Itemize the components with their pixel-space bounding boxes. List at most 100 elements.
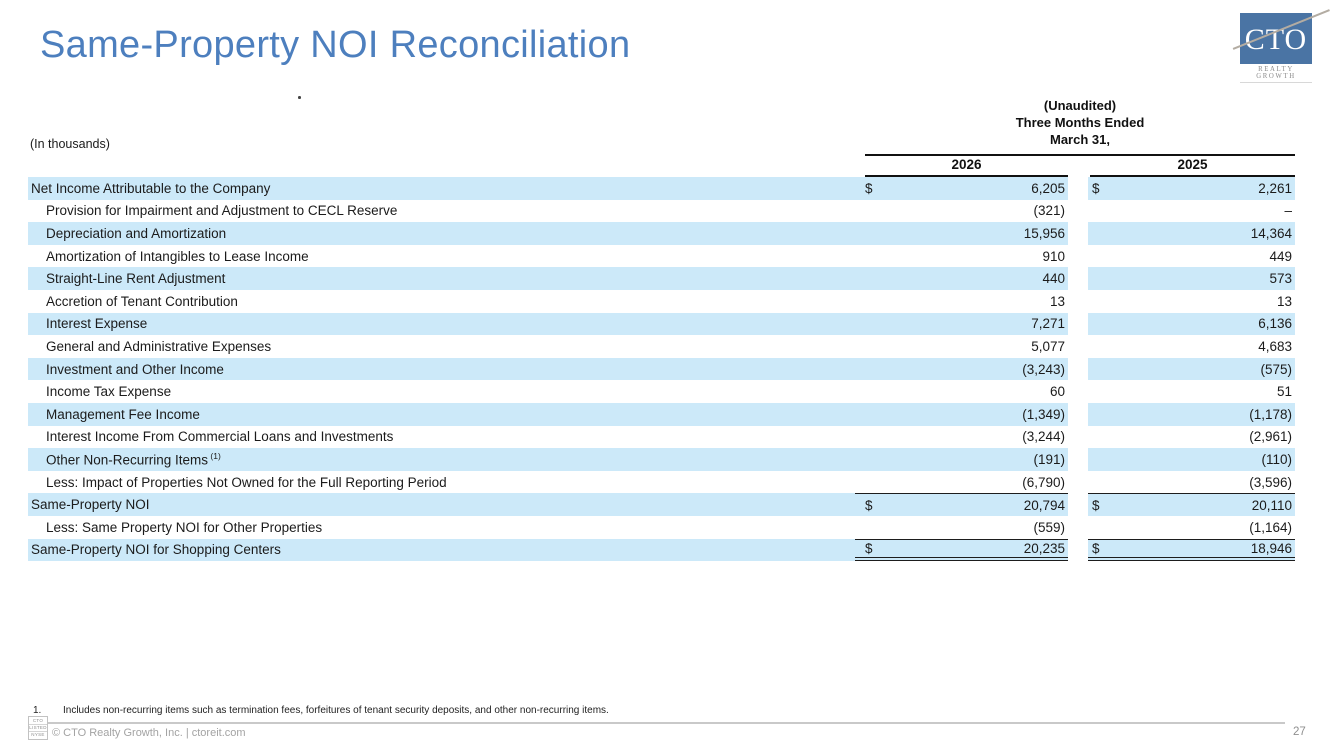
row-label: Amortization of Intangibles to Lease Inc… xyxy=(46,248,309,264)
amount-2026: 7,271 xyxy=(1031,316,1065,332)
value-2026: $20,235 xyxy=(855,538,1068,562)
value-2026: $20,794 xyxy=(855,493,1068,516)
amount-2026: 60 xyxy=(1049,384,1065,400)
row-label: Investment and Other Income xyxy=(46,361,224,377)
column-gap xyxy=(1068,426,1088,449)
value-2026: (191) xyxy=(855,448,1068,471)
value-2025: – xyxy=(1088,200,1295,223)
column-gap xyxy=(1068,222,1088,245)
reconciliation-table: Net Income Attributable to the Company $6… xyxy=(28,177,1295,562)
column-gap xyxy=(1068,335,1088,358)
amount-2025: (110) xyxy=(1261,451,1292,467)
amount-2025: 14,364 xyxy=(1250,225,1292,241)
amount-2025: – xyxy=(1284,203,1292,219)
nyse-mark-listed: LISTED xyxy=(29,724,47,730)
column-gap xyxy=(1068,290,1088,313)
row-label: Interest Income From Commercial Loans an… xyxy=(46,429,394,445)
page-number: 27 xyxy=(1293,726,1306,738)
table-row: Less: Impact of Properties Not Owned for… xyxy=(28,471,1295,494)
amount-2025: 6,136 xyxy=(1258,316,1292,332)
amount-2026: 440 xyxy=(1042,271,1065,287)
row-label: Depreciation and Amortization xyxy=(46,225,227,241)
column-2026-rule xyxy=(865,175,1068,177)
column-gap xyxy=(1068,313,1088,336)
row-label: Management Fee Income xyxy=(46,406,200,422)
row-label: Less: Same Property NOI for Other Proper… xyxy=(46,519,323,535)
value-2026: (6,790) xyxy=(855,471,1068,494)
value-2025: 4,683 xyxy=(1088,335,1295,358)
value-2026: 910 xyxy=(855,245,1068,268)
footnote-text: Includes non-recurring items such as ter… xyxy=(63,705,609,716)
dollar-sign: $ xyxy=(1092,540,1100,556)
table-row: Management Fee Income (1,349) (1,178) xyxy=(28,402,1295,426)
amount-2025: 4,683 xyxy=(1258,338,1292,354)
value-2025: 14,364 xyxy=(1088,222,1295,245)
table-row: Straight-Line Rent Adjustment 440 573 xyxy=(28,267,1295,290)
header-rule xyxy=(865,154,1295,156)
column-gap xyxy=(1068,267,1088,290)
amount-2025: 18,946 xyxy=(1250,540,1292,556)
dollar-sign: $ xyxy=(865,540,873,556)
table-row: Investment and Other Income (3,243) (575) xyxy=(28,357,1295,381)
stray-dot xyxy=(298,96,301,99)
amount-2025: 449 xyxy=(1269,248,1292,264)
column-header-2026: 2026 xyxy=(951,157,982,172)
nyse-mark-cto: CTO xyxy=(32,718,44,723)
amount-2026: 20,794 xyxy=(1023,497,1065,513)
table-row: Same-Property NOI $20,794 $20,110 xyxy=(28,493,1295,516)
row-label: Less: Impact of Properties Not Owned for… xyxy=(46,474,447,490)
amount-2025: (575) xyxy=(1260,361,1292,377)
value-2026: (1,349) xyxy=(855,403,1068,426)
column-gap xyxy=(1068,358,1088,381)
amount-2025: 2,261 xyxy=(1258,180,1292,196)
row-label: Provision for Impairment and Adjustment … xyxy=(46,203,398,219)
value-2025: (110) xyxy=(1088,448,1295,471)
amount-2026: 15,956 xyxy=(1023,225,1065,241)
dollar-sign: $ xyxy=(1092,497,1100,513)
value-2025: (575) xyxy=(1088,357,1295,381)
copyright-text: © CTO Realty Growth, Inc. | ctoreit.com xyxy=(52,727,246,739)
amount-2025: (1,164) xyxy=(1249,519,1292,535)
row-label: Same-Property NOI for Shopping Centers xyxy=(31,542,281,558)
column-gap xyxy=(1068,516,1088,539)
table-header-caption: (Unaudited) Three Months Ended March 31, xyxy=(865,97,1295,148)
table-row: Amortization of Intangibles to Lease Inc… xyxy=(28,245,1295,268)
amount-2025: 51 xyxy=(1276,384,1292,400)
header-period: Three Months Ended xyxy=(1015,115,1145,130)
row-label: Net Income Attributable to the Company xyxy=(31,180,271,196)
value-2026: 13 xyxy=(855,290,1068,313)
amount-2025: (3,596) xyxy=(1249,474,1292,490)
amount-2026: (6,790) xyxy=(1022,474,1065,490)
page-title: Same-Property NOI Reconciliation xyxy=(40,24,631,66)
units-label: (In thousands) xyxy=(30,137,110,151)
column-gap xyxy=(1068,177,1088,200)
amount-2026: 6,205 xyxy=(1031,180,1065,196)
value-2025: 51 xyxy=(1088,380,1295,403)
column-gap xyxy=(1068,471,1088,494)
table-row: Net Income Attributable to the Company $6… xyxy=(28,177,1295,200)
column-gap xyxy=(1068,245,1088,268)
value-2026: (3,244) xyxy=(855,426,1068,449)
value-2025: 449 xyxy=(1088,245,1295,268)
dollar-sign: $ xyxy=(865,497,873,513)
amount-2026: 910 xyxy=(1042,248,1065,264)
value-2026: (559) xyxy=(855,516,1068,539)
amount-2026: (1,349) xyxy=(1022,406,1065,422)
amount-2026: 13 xyxy=(1049,293,1065,309)
value-2025: (1,164) xyxy=(1088,516,1295,539)
value-2025: $18,946 xyxy=(1088,538,1295,562)
amount-2026: (559) xyxy=(1033,519,1065,535)
table-row: Accretion of Tenant Contribution 13 13 xyxy=(28,290,1295,313)
amount-2026: (3,244) xyxy=(1022,429,1065,445)
table-row: Less: Same Property NOI for Other Proper… xyxy=(28,516,1295,539)
nyse-mark-nyse: NYSE xyxy=(29,731,47,738)
column-header-2025: 2025 xyxy=(1177,157,1208,172)
value-2025: 573 xyxy=(1088,267,1295,290)
row-label: Straight-Line Rent Adjustment xyxy=(46,271,226,287)
value-2026: 440 xyxy=(855,267,1068,290)
value-2026: (3,243) xyxy=(855,358,1068,381)
header-unaudited: (Unaudited) xyxy=(1043,98,1117,113)
column-gap xyxy=(1068,539,1088,562)
value-2025: (1,178) xyxy=(1088,402,1295,426)
row-label: Income Tax Expense xyxy=(46,384,172,400)
